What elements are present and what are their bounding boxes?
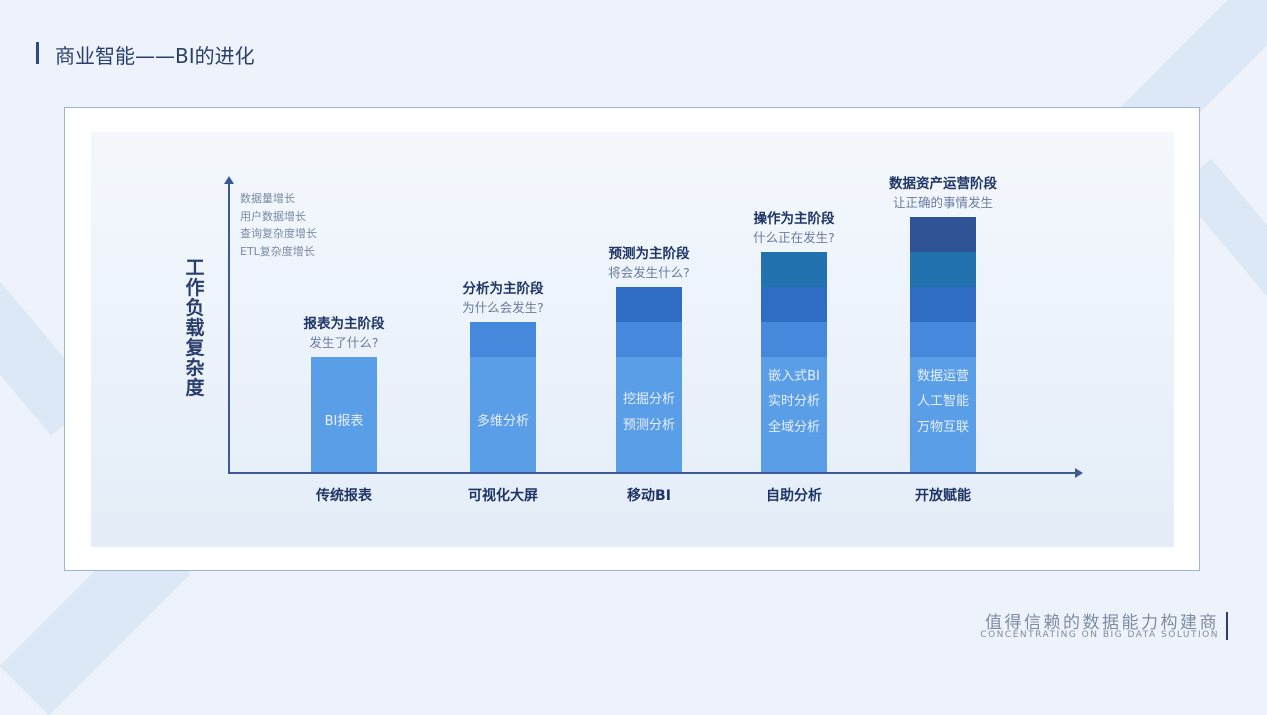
stage-category-label: 传统报表 <box>316 488 372 504</box>
stage-title: 数据资产运营阶段 <box>889 176 997 192</box>
stage-subtitle: 为什么会发生? <box>462 300 544 315</box>
stage-subtitle: 将会发生什么? <box>608 265 690 280</box>
stage-subtitle: 什么正在发生? <box>753 230 835 245</box>
stage-bar: 数据运营人工智能万物互联 <box>910 217 976 472</box>
bar-items: 数据运营人工智能万物互联 <box>910 364 976 441</box>
stage-subtitle: 发生了什么? <box>309 335 379 350</box>
bar-item-label: 数据运营 <box>916 368 969 384</box>
stage-title: 预测为主阶段 <box>608 246 690 262</box>
stage-bar: 挖掘分析 预测分析 <box>616 287 682 472</box>
bar-items: 挖掘分析 预测分析 <box>616 387 682 438</box>
bar-segment <box>616 322 682 357</box>
bar-segment <box>910 287 976 322</box>
bar-item-label: 挖掘分析 <box>622 392 675 407</box>
x-axis <box>228 472 1076 474</box>
bar-segment <box>761 322 827 357</box>
bar-segment <box>616 287 682 322</box>
page-title: 商业智能——BI的进化 <box>55 44 255 68</box>
growth-notes: 数据量增长 用户数据增长 查询复杂度增长 ETL复杂度增长 <box>240 190 317 260</box>
growth-note: 数据量增长 <box>240 192 295 205</box>
bar-item-label: 人工智能 <box>916 394 969 409</box>
y-axis <box>228 182 230 473</box>
diagram-frame: 工作负载复杂度 数据量增长 用户数据增长 查询复杂度增长 ETL复杂度增长 BI… <box>64 107 1200 571</box>
bar-item-label: 实时分析 <box>767 394 820 409</box>
bar-segment <box>761 357 827 472</box>
bar-segment <box>910 357 976 472</box>
bar-segment <box>616 357 682 472</box>
bar-segment <box>761 252 827 287</box>
stage-category-label: 可视化大屏 <box>468 488 538 504</box>
stage-title: 报表为主阶段 <box>303 316 385 332</box>
bar-segment <box>910 322 976 357</box>
bar-segment <box>470 357 536 472</box>
footer-tagline: 值得信赖的数据能力构建商 <box>985 613 1219 633</box>
bar-segment <box>910 252 976 287</box>
footer-accent-bar <box>1226 612 1228 640</box>
diagram-panel: 工作负载复杂度 数据量增长 用户数据增长 查询复杂度增长 ETL复杂度增长 BI… <box>91 132 1174 547</box>
growth-note: 用户数据增长 <box>240 209 306 223</box>
y-axis-label: 工作负载复杂度 <box>185 257 205 399</box>
stage-title: 分析为主阶段 <box>462 281 544 297</box>
bar-items: BI报表 <box>311 409 377 435</box>
bar-item-label: 多维分析 <box>476 413 529 429</box>
title-accent-bar <box>36 42 39 64</box>
stage-bar: 多维分析 <box>470 322 536 472</box>
bar-segment <box>470 322 536 357</box>
bar-item-label: BI报表 <box>324 413 364 429</box>
bar-items: 嵌入式BI 实时分析全域分析 <box>761 364 827 441</box>
bar-item-label: 嵌入式BI <box>768 368 820 384</box>
bar-segment <box>910 217 976 252</box>
stage-category-label: 自助分析 <box>766 488 822 504</box>
growth-note: 查询复杂度增长 <box>240 227 317 240</box>
bar-item-label: 万物互联 <box>916 419 969 435</box>
growth-note: ETL复杂度增长 <box>240 244 315 258</box>
stage-title: 操作为主阶段 <box>753 211 835 227</box>
stage-category-label: 移动BI <box>627 488 671 504</box>
bar-items: 多维分析 <box>470 409 536 435</box>
bar-item-label: 预测分析 <box>622 417 675 433</box>
bar-item-label: 全域分析 <box>767 419 820 435</box>
bar-segment <box>311 357 377 472</box>
stage-bar: 嵌入式BI 实时分析全域分析 <box>761 252 827 472</box>
y-axis-arrow <box>224 176 234 184</box>
x-axis-arrow <box>1075 468 1083 478</box>
stage-bar: BI报表 <box>311 357 377 472</box>
bar-segment <box>761 287 827 322</box>
stage-category-label: 开放赋能 <box>915 488 971 504</box>
footer-tagline-en: CONCENTRATING ON BIG DATA SOLUTION <box>980 630 1219 640</box>
stage-subtitle: 让正确的事情发生 <box>892 195 994 210</box>
